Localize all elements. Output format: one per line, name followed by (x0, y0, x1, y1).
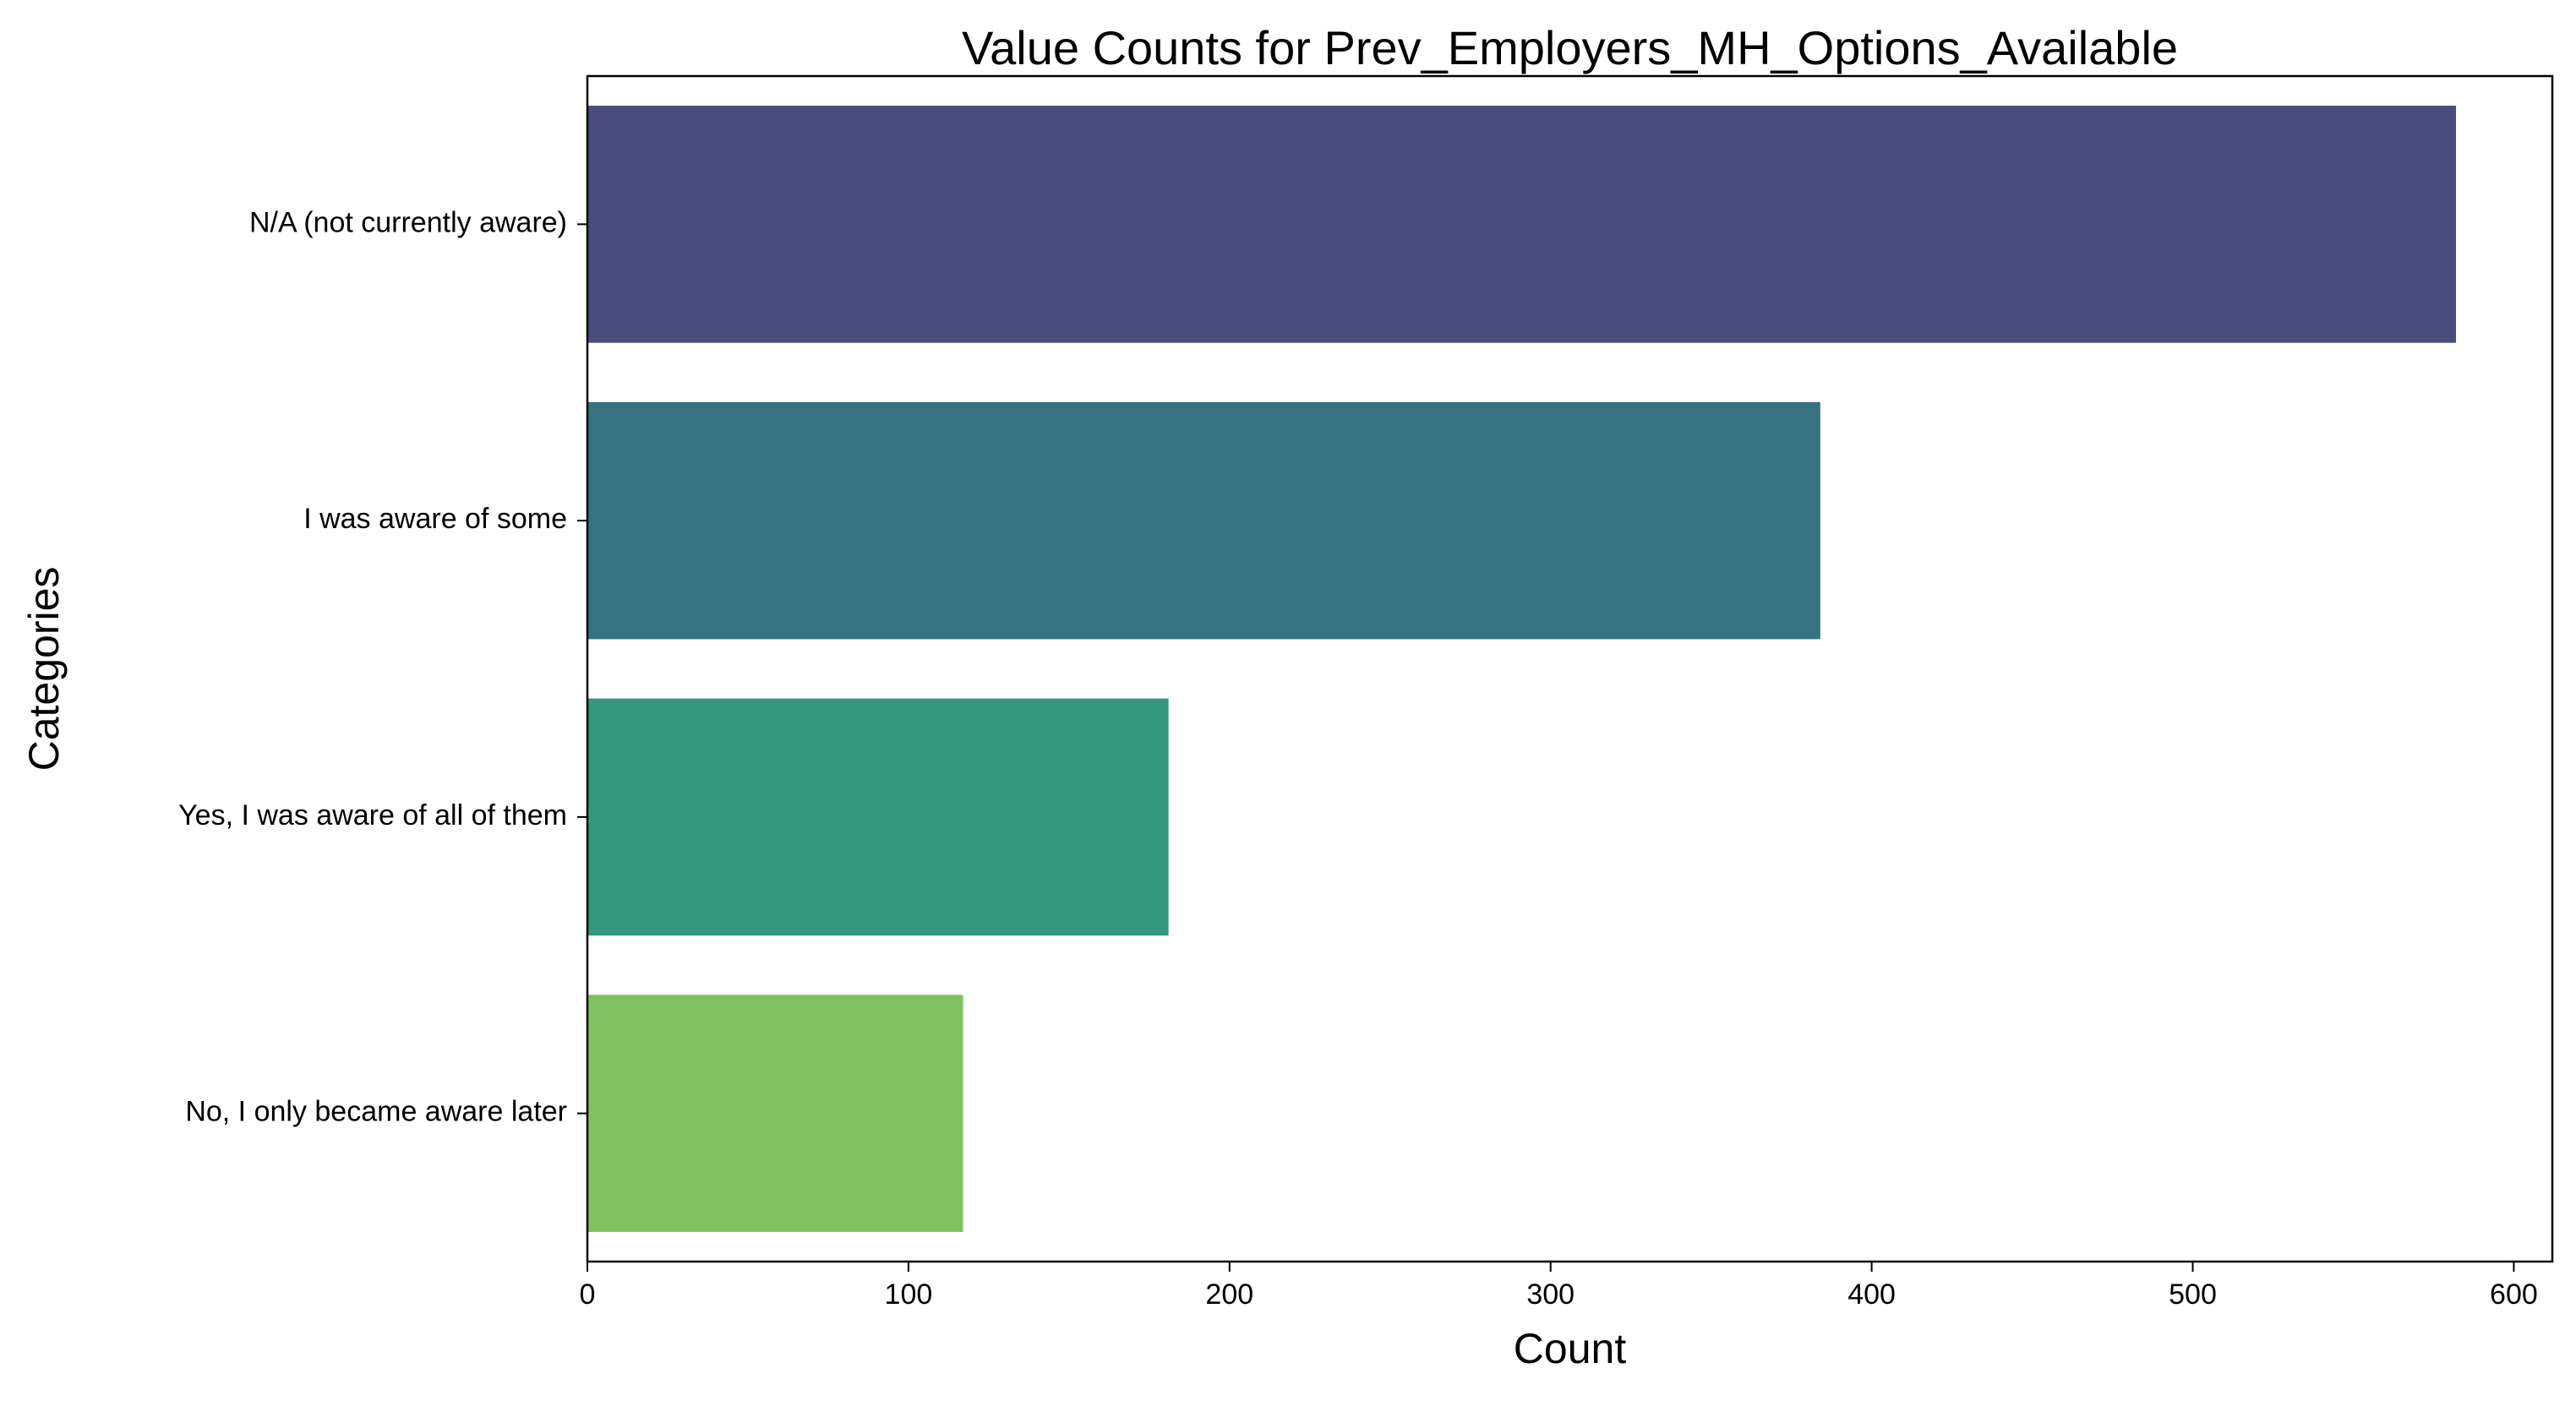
plot-frame (586, 74, 2554, 1263)
x-axis-ticks: 0 100 200 300 400 500 600 (580, 1262, 2538, 1311)
x-tick-label-1: 100 (885, 1278, 933, 1311)
x-tick-label-4: 400 (1847, 1278, 1896, 1311)
y-axis-ticks: N/A (not currently aware) I was aware of … (178, 206, 587, 1128)
x-axis-title: Count (1514, 1325, 1627, 1372)
chart-title: Value Counts for Prev_Employers_MH_Optio… (962, 21, 2178, 74)
bar-0 (587, 106, 2457, 343)
y-tick-label-2: Yes, I was aware of all of them (178, 799, 567, 831)
y-axis-title: Categories (20, 567, 68, 771)
y-tick-label-0: N/A (not currently aware) (249, 206, 567, 238)
x-tick-label-3: 300 (1526, 1278, 1575, 1311)
bar-3 (587, 995, 963, 1232)
x-tick-label-6: 600 (2490, 1278, 2538, 1311)
bars-layer (587, 106, 2457, 1232)
y-tick-label-3: No, I only became aware later (185, 1096, 567, 1128)
bar-2 (587, 698, 1169, 936)
y-tick-label-1: I was aware of some (303, 503, 567, 535)
x-tick-label-2: 200 (1205, 1278, 1253, 1311)
bar-1 (587, 401, 1820, 640)
x-tick-label-0: 0 (580, 1278, 596, 1311)
x-tick-label-5: 500 (2169, 1278, 2217, 1311)
